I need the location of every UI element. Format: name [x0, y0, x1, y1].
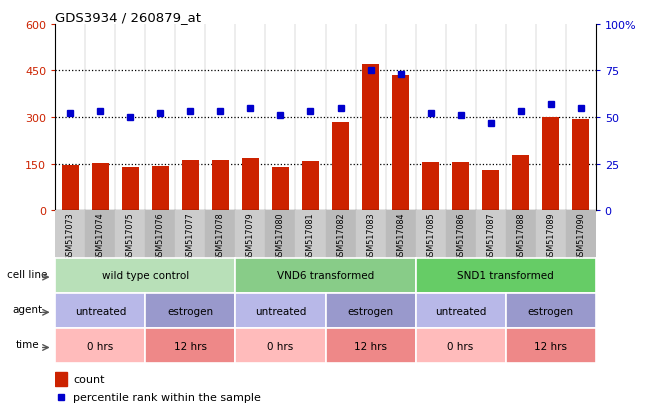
Text: 12 hrs: 12 hrs [354, 341, 387, 351]
Text: 12 hrs: 12 hrs [534, 341, 567, 351]
Bar [536, 211, 566, 258]
Bar [115, 211, 145, 258]
Text: GSM517084: GSM517084 [396, 212, 405, 261]
Bar [362, 65, 379, 211]
Bar [266, 211, 296, 258]
Bar [55, 211, 85, 258]
Bar [236, 211, 266, 258]
Bar [182, 161, 199, 211]
Text: untreated: untreated [75, 306, 126, 316]
Text: GDS3934 / 260879_at: GDS3934 / 260879_at [55, 11, 201, 24]
Bar [332, 122, 349, 211]
Text: 0 hrs: 0 hrs [268, 341, 294, 351]
Text: GSM517087: GSM517087 [486, 212, 495, 261]
Bar [212, 161, 229, 211]
Bar [55, 372, 66, 386]
Bar [145, 211, 175, 258]
Text: GSM517074: GSM517074 [96, 212, 105, 261]
Bar [422, 163, 439, 211]
Bar [92, 164, 109, 211]
Bar [476, 211, 506, 258]
Text: estrogen: estrogen [348, 306, 394, 316]
Text: GSM517086: GSM517086 [456, 212, 465, 261]
Text: 12 hrs: 12 hrs [174, 341, 207, 351]
Bar [566, 211, 596, 258]
Bar [326, 211, 355, 258]
Text: GSM517080: GSM517080 [276, 212, 285, 261]
Text: GSM517076: GSM517076 [156, 212, 165, 261]
Text: GSM517081: GSM517081 [306, 212, 315, 261]
Text: untreated: untreated [435, 306, 486, 316]
Bar [242, 159, 258, 211]
Text: GSM517088: GSM517088 [516, 212, 525, 261]
Bar [206, 211, 236, 258]
Text: time: time [16, 339, 40, 349]
Bar [272, 167, 289, 211]
Text: SND1 transformed: SND1 transformed [457, 271, 554, 281]
Text: estrogen: estrogen [527, 306, 574, 316]
Text: GSM517079: GSM517079 [246, 212, 255, 261]
Text: percentile rank within the sample: percentile rank within the sample [73, 392, 261, 403]
Bar [175, 211, 206, 258]
Bar [512, 156, 529, 211]
Text: GSM517083: GSM517083 [366, 212, 375, 261]
Text: GSM517089: GSM517089 [546, 212, 555, 261]
Text: cell line: cell line [7, 269, 48, 279]
Bar [542, 118, 559, 211]
Bar [355, 211, 385, 258]
Text: wild type control: wild type control [102, 271, 189, 281]
Bar [85, 211, 115, 258]
Bar [296, 211, 326, 258]
Text: GSM517082: GSM517082 [336, 212, 345, 261]
Bar [62, 166, 79, 211]
Text: 0 hrs: 0 hrs [87, 341, 113, 351]
Text: GSM517090: GSM517090 [576, 212, 585, 261]
Text: GSM517073: GSM517073 [66, 212, 75, 261]
Bar [302, 162, 319, 211]
Bar [482, 171, 499, 211]
Text: 0 hrs: 0 hrs [447, 341, 474, 351]
Bar [445, 211, 476, 258]
Text: VND6 transformed: VND6 transformed [277, 271, 374, 281]
Text: agent: agent [12, 304, 43, 314]
Text: GSM517078: GSM517078 [216, 212, 225, 261]
Bar [415, 211, 445, 258]
Text: GSM517075: GSM517075 [126, 212, 135, 261]
Bar [122, 168, 139, 211]
Text: GSM517085: GSM517085 [426, 212, 435, 261]
Bar [393, 76, 409, 211]
Bar [452, 163, 469, 211]
Bar [572, 119, 589, 211]
Bar [506, 211, 536, 258]
Bar [385, 211, 415, 258]
Text: GSM517077: GSM517077 [186, 212, 195, 261]
Text: untreated: untreated [255, 306, 306, 316]
Text: count: count [73, 374, 105, 384]
Bar [152, 166, 169, 211]
Text: estrogen: estrogen [167, 306, 214, 316]
